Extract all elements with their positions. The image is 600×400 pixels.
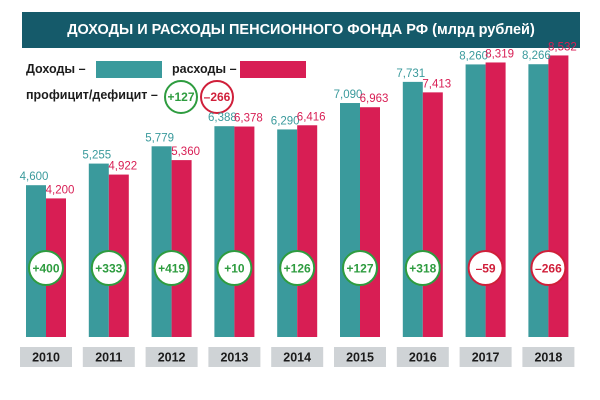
expense-bar-2015 [360, 107, 380, 337]
legend-balance-label: профицит/дефицит – [26, 88, 158, 102]
legend-surplus-circle: +127 [164, 80, 198, 114]
income-value-label-2017: 8,260 [459, 50, 488, 62]
balance-value-label-2012: +419 [158, 262, 185, 276]
income-value-label-2013: 6,388 [208, 112, 237, 124]
balance-value-label-2017: –59 [476, 262, 496, 276]
year-band-2010 [20, 347, 72, 367]
expense-value-label-2014: 6,416 [297, 111, 326, 123]
balance-value-label-2010: +400 [32, 262, 59, 276]
balance-circle-2013 [216, 250, 253, 286]
year-band-2016 [396, 347, 449, 367]
x-tick-label-2014: 2014 [283, 351, 311, 365]
balance-circle-2010 [28, 250, 64, 286]
income-bar-2014 [277, 129, 298, 337]
balance-value-label-2018: –266 [535, 262, 562, 276]
balance-value-label-2015: +127 [346, 262, 373, 276]
expense-value-label-2013: 6,378 [234, 113, 263, 125]
x-tick-label-2012: 2012 [158, 351, 186, 365]
expense-value-label-2015: 6,963 [360, 93, 389, 105]
balance-circle-2015 [342, 250, 378, 286]
income-value-label-2012: 5,779 [145, 132, 174, 144]
income-value-label-2018: 8,266 [522, 50, 551, 62]
year-band-2013 [208, 347, 261, 367]
balance-circle-2011 [90, 250, 127, 286]
legend-deficit-circle: –266 [200, 80, 234, 114]
x-tick-label-2017: 2017 [472, 351, 500, 365]
expense-value-label-2010: 4,200 [46, 184, 75, 196]
expense-bar-2012 [171, 160, 192, 337]
expense-bar-2014 [297, 125, 318, 337]
income-value-label-2011: 5,255 [82, 150, 111, 162]
expense-value-label-2011: 4,922 [108, 161, 137, 173]
title-band [22, 12, 580, 48]
expense-value-label-2017: 8,319 [485, 48, 514, 60]
x-tick-label-2010: 2010 [32, 351, 60, 365]
balance-value-label-2011: +333 [95, 262, 122, 276]
expense-value-label-2012: 5,360 [171, 146, 200, 158]
balance-circle-2014 [279, 250, 316, 286]
year-band-2011 [82, 347, 135, 367]
balance-value-label-2014: +126 [284, 262, 311, 276]
year-band-2017 [459, 347, 512, 367]
balance-circle-2012 [153, 250, 190, 286]
balance-circle-2017 [467, 250, 504, 286]
x-tick-label-2011: 2011 [95, 351, 122, 365]
x-tick-label-2018: 2018 [534, 351, 562, 365]
x-tick-label-2015: 2015 [346, 351, 374, 365]
balance-value-label-2016: +318 [409, 262, 436, 276]
legend-expense-label: расходы – [172, 62, 237, 76]
income-bar-2015 [340, 103, 360, 337]
x-tick-label-2013: 2013 [220, 351, 248, 365]
income-bar-2012 [151, 146, 172, 337]
income-bar-2013 [214, 126, 235, 337]
year-band-2015 [334, 347, 386, 367]
legend-expense-swatch [240, 61, 306, 78]
year-band-2012 [145, 347, 198, 367]
x-tick-label-2016: 2016 [409, 351, 437, 365]
income-value-label-2015: 7,090 [334, 89, 363, 101]
chart-title: ДОХОДЫ И РАСХОДЫ ПЕНСИОННОГО ФОНДА РФ (м… [67, 22, 535, 38]
legend-income-swatch [96, 61, 162, 78]
balance-value-label-2013: +10 [224, 262, 245, 276]
income-bar-2011 [88, 163, 109, 337]
year-band-2018 [522, 347, 575, 367]
expense-value-label-2018: 8,532 [548, 41, 577, 53]
year-band-2014 [271, 347, 324, 367]
income-value-label-2016: 7,731 [396, 68, 425, 80]
legend-income-label: Доходы – [26, 62, 86, 76]
expense-value-label-2016: 7,413 [422, 78, 451, 90]
income-bar-2018 [528, 64, 549, 338]
balance-circle-2018 [530, 250, 567, 286]
expense-bar-2017 [485, 62, 506, 338]
income-value-label-2014: 6,290 [271, 115, 300, 127]
expense-bar-2016 [422, 92, 443, 337]
income-value-label-2010: 4,600 [20, 171, 49, 183]
expense-bar-2013 [234, 126, 255, 337]
income-bar-2016 [402, 81, 423, 337]
income-bar-2017 [465, 64, 486, 338]
balance-circle-2016 [404, 250, 441, 286]
expense-bar-2018 [548, 55, 569, 337]
